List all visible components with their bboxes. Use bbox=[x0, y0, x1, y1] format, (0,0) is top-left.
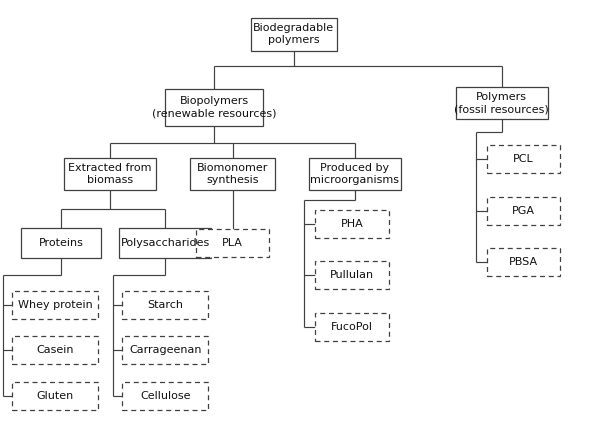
Text: Biodegradable
polymers: Biodegradable polymers bbox=[253, 23, 334, 46]
FancyBboxPatch shape bbox=[119, 228, 211, 258]
Text: PBSA: PBSA bbox=[509, 257, 538, 267]
FancyBboxPatch shape bbox=[315, 261, 389, 289]
FancyBboxPatch shape bbox=[122, 292, 208, 319]
FancyBboxPatch shape bbox=[122, 336, 208, 365]
Text: FucoPol: FucoPol bbox=[331, 322, 373, 332]
Text: Proteins: Proteins bbox=[39, 238, 84, 248]
Text: Pullulan: Pullulan bbox=[330, 270, 374, 280]
Text: Casein: Casein bbox=[36, 345, 74, 356]
Text: Starch: Starch bbox=[147, 300, 183, 310]
Text: PLA: PLA bbox=[222, 238, 243, 248]
FancyBboxPatch shape bbox=[12, 336, 98, 365]
FancyBboxPatch shape bbox=[315, 313, 389, 341]
Text: Polymers
(fossil resources): Polymers (fossil resources) bbox=[455, 92, 549, 114]
FancyBboxPatch shape bbox=[315, 210, 389, 237]
Text: PGA: PGA bbox=[512, 206, 535, 216]
Text: Biomonomer
synthesis: Biomonomer synthesis bbox=[197, 163, 268, 185]
Text: Extracted from
biomass: Extracted from biomass bbox=[69, 163, 152, 185]
FancyBboxPatch shape bbox=[196, 229, 269, 257]
FancyBboxPatch shape bbox=[21, 228, 101, 258]
FancyBboxPatch shape bbox=[64, 158, 156, 190]
FancyBboxPatch shape bbox=[190, 158, 275, 190]
FancyBboxPatch shape bbox=[309, 158, 401, 190]
FancyBboxPatch shape bbox=[487, 145, 560, 173]
FancyBboxPatch shape bbox=[12, 292, 98, 319]
Text: Cellulose: Cellulose bbox=[140, 390, 190, 401]
Text: Gluten: Gluten bbox=[37, 390, 73, 401]
Text: Produced by
microorganisms: Produced by microorganisms bbox=[310, 163, 400, 185]
Text: Whey protein: Whey protein bbox=[18, 300, 92, 310]
FancyBboxPatch shape bbox=[487, 197, 560, 224]
FancyBboxPatch shape bbox=[251, 18, 337, 50]
Text: Carrageenan: Carrageenan bbox=[129, 345, 201, 356]
Text: Polysaccharides: Polysaccharides bbox=[121, 238, 210, 248]
FancyBboxPatch shape bbox=[12, 382, 98, 409]
FancyBboxPatch shape bbox=[165, 89, 263, 126]
Text: PCL: PCL bbox=[513, 154, 534, 164]
Text: PHA: PHA bbox=[340, 218, 364, 229]
FancyBboxPatch shape bbox=[456, 87, 548, 119]
FancyBboxPatch shape bbox=[487, 248, 560, 276]
Text: Biopolymers
(renewable resources): Biopolymers (renewable resources) bbox=[152, 96, 277, 119]
FancyBboxPatch shape bbox=[122, 382, 208, 409]
